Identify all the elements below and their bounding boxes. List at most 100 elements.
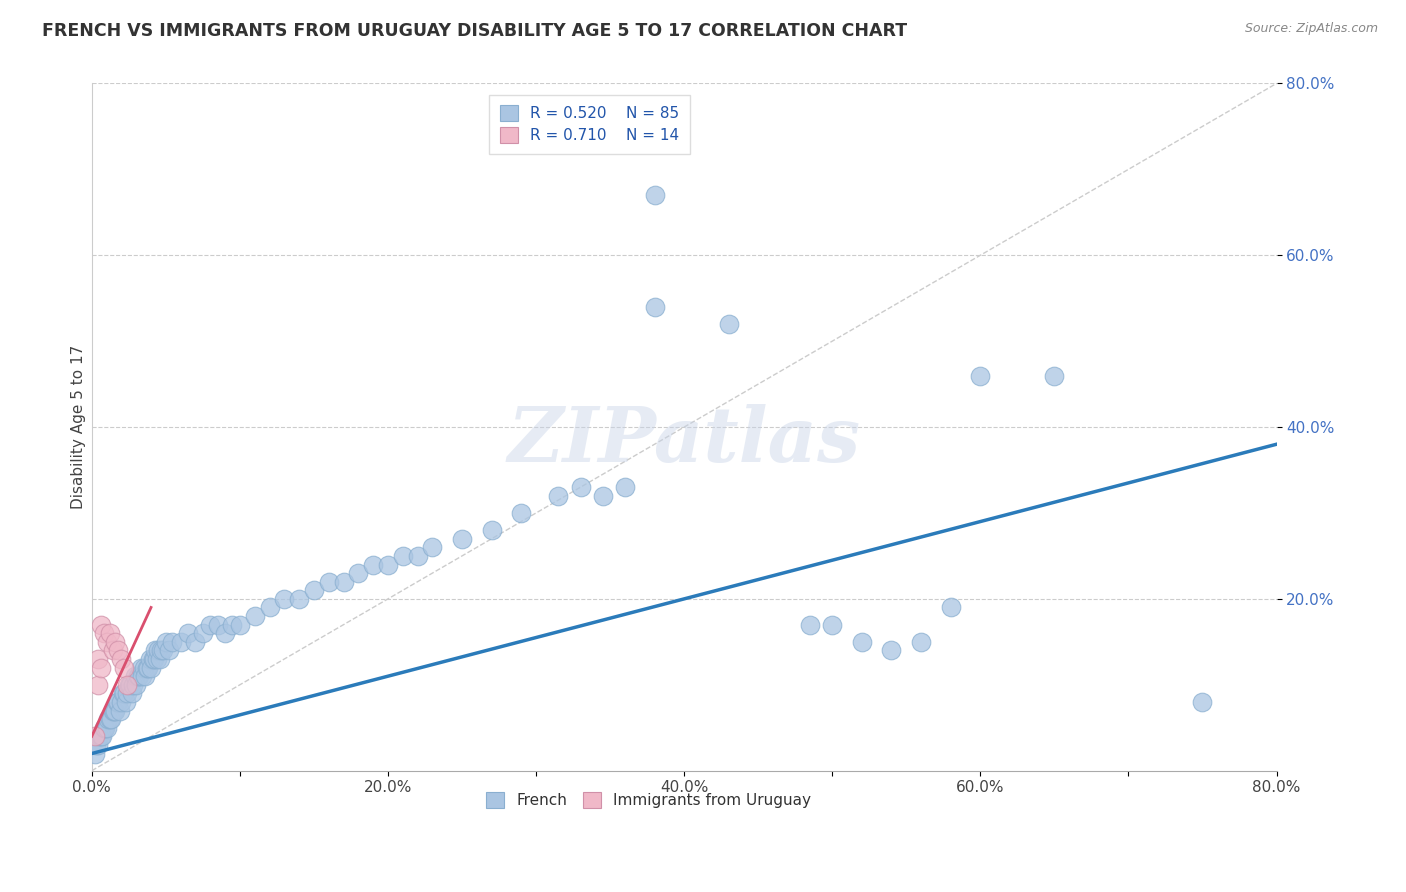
Point	[152, 643, 174, 657]
Point	[90, 729, 112, 743]
Point	[243, 609, 266, 624]
Point	[122, 678, 145, 692]
Point	[273, 591, 295, 606]
Point	[104, 635, 127, 649]
Point	[138, 652, 160, 666]
Point	[110, 695, 132, 709]
Point	[83, 729, 105, 743]
Point	[288, 591, 311, 606]
Point	[184, 635, 207, 649]
Point	[799, 617, 821, 632]
Point	[125, 678, 148, 692]
Point	[117, 686, 139, 700]
Point	[112, 660, 135, 674]
Point	[910, 635, 932, 649]
Point	[644, 188, 666, 202]
Point	[103, 704, 125, 718]
Point	[969, 368, 991, 383]
Point	[93, 626, 115, 640]
Point	[191, 626, 214, 640]
Point	[1043, 368, 1066, 383]
Point	[481, 523, 503, 537]
Point	[547, 489, 569, 503]
Point	[98, 712, 121, 726]
Point	[94, 721, 117, 735]
Point	[91, 729, 114, 743]
Point	[117, 678, 139, 692]
Point	[136, 660, 159, 674]
Point	[221, 617, 243, 632]
Point	[124, 669, 146, 683]
Point	[128, 669, 150, 683]
Point	[361, 558, 384, 572]
Text: FRENCH VS IMMIGRANTS FROM URUGUAY DISABILITY AGE 5 TO 17 CORRELATION CHART: FRENCH VS IMMIGRANTS FROM URUGUAY DISABI…	[42, 22, 907, 40]
Point	[110, 652, 132, 666]
Point	[105, 695, 128, 709]
Point	[96, 635, 118, 649]
Point	[347, 566, 370, 580]
Point	[127, 669, 149, 683]
Point	[96, 721, 118, 735]
Point	[141, 652, 163, 666]
Point	[377, 558, 399, 572]
Point	[107, 643, 129, 657]
Point	[422, 541, 444, 555]
Point	[851, 635, 873, 649]
Point	[101, 704, 124, 718]
Point	[83, 747, 105, 761]
Legend: French, Immigrants from Uruguay: French, Immigrants from Uruguay	[479, 787, 817, 814]
Point	[111, 686, 134, 700]
Point	[302, 583, 325, 598]
Point	[451, 532, 474, 546]
Point	[259, 600, 281, 615]
Point	[177, 626, 200, 640]
Point	[613, 480, 636, 494]
Point	[90, 660, 112, 674]
Point	[717, 317, 740, 331]
Point	[169, 635, 191, 649]
Point	[120, 678, 142, 692]
Point	[1191, 695, 1213, 709]
Point	[118, 678, 141, 692]
Point	[318, 574, 340, 589]
Point	[134, 669, 156, 683]
Point	[112, 686, 135, 700]
Point	[406, 549, 429, 563]
Point	[149, 652, 172, 666]
Point	[200, 617, 222, 632]
Point	[214, 626, 236, 640]
Point	[155, 635, 177, 649]
Point	[207, 617, 229, 632]
Point	[89, 729, 111, 743]
Point	[87, 652, 110, 666]
Point	[150, 643, 173, 657]
Point	[93, 721, 115, 735]
Point	[592, 489, 614, 503]
Point	[510, 506, 533, 520]
Point	[157, 643, 180, 657]
Point	[100, 712, 122, 726]
Point	[97, 712, 120, 726]
Point	[87, 738, 110, 752]
Point	[101, 643, 124, 657]
Point	[939, 600, 962, 615]
Point	[148, 643, 170, 657]
Point	[821, 617, 844, 632]
Y-axis label: Disability Age 5 to 17: Disability Age 5 to 17	[72, 345, 86, 509]
Point	[145, 643, 167, 657]
Point	[332, 574, 354, 589]
Point	[135, 660, 157, 674]
Point	[104, 704, 127, 718]
Point	[644, 300, 666, 314]
Point	[391, 549, 413, 563]
Point	[90, 617, 112, 632]
Point	[143, 652, 166, 666]
Text: Source: ZipAtlas.com: Source: ZipAtlas.com	[1244, 22, 1378, 36]
Point	[108, 704, 131, 718]
Point	[139, 660, 162, 674]
Point	[880, 643, 903, 657]
Point	[129, 660, 152, 674]
Point	[115, 695, 138, 709]
Point	[98, 626, 121, 640]
Point	[146, 652, 169, 666]
